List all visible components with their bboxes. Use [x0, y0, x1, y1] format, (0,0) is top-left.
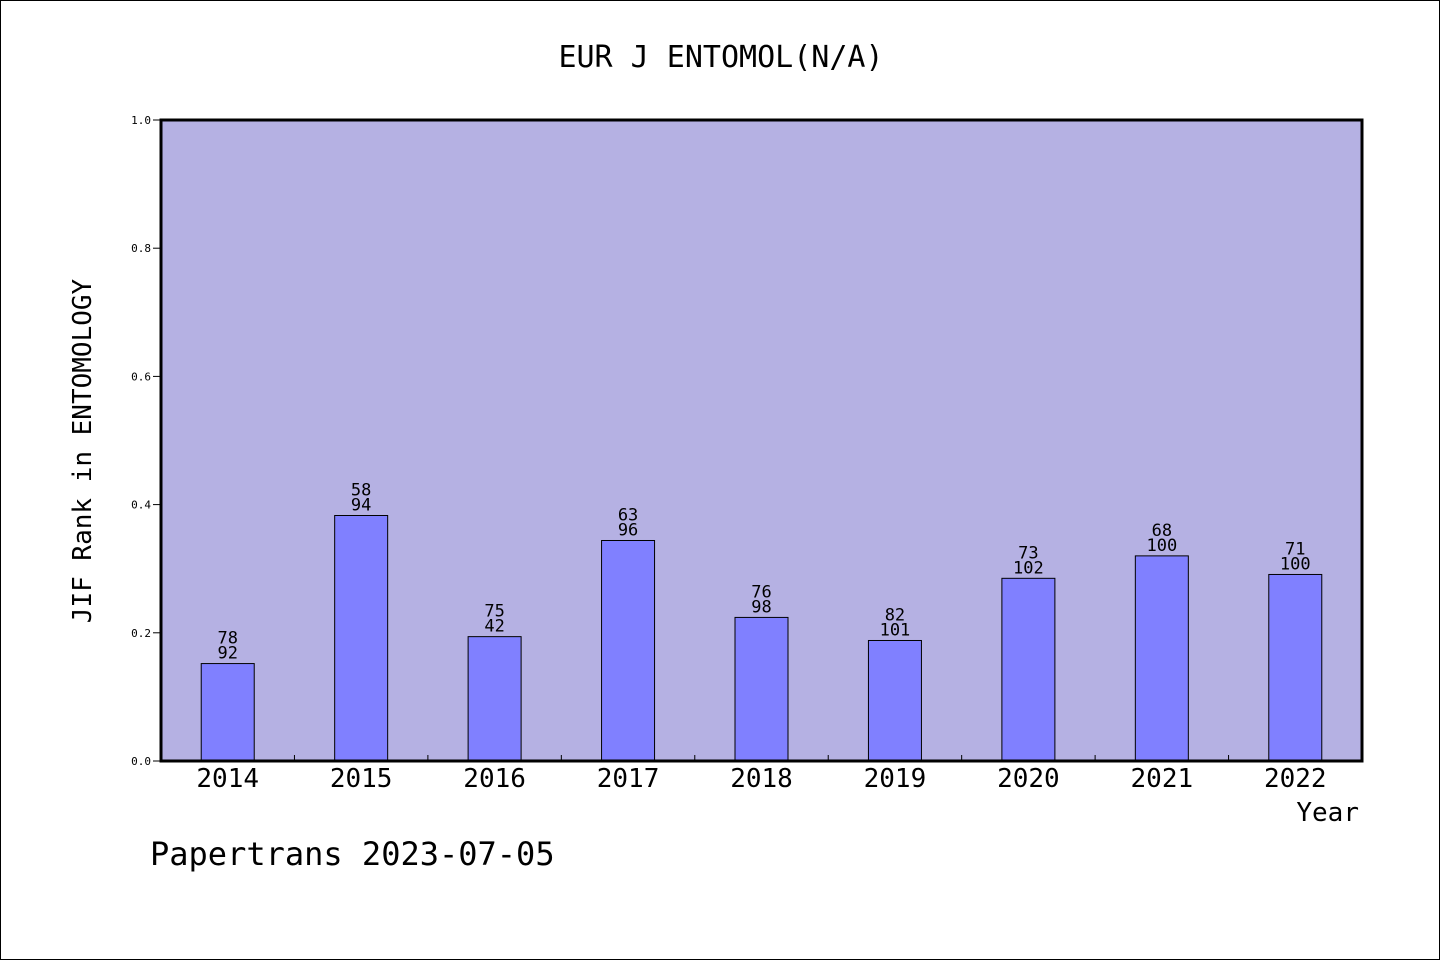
y-tick-label: 1.0 [131, 114, 151, 127]
watermark-text: Papertrans 2023-07-05 [150, 835, 555, 873]
bar-2019 [867, 639, 922, 762]
bar-2017 [601, 539, 656, 762]
y-tick-label: 0.4 [131, 499, 151, 512]
bar-2014 [200, 663, 255, 762]
x-tick-label-2019: 2019 [864, 764, 927, 794]
data-label-total-2014: 92 [217, 644, 237, 664]
y-axis-label: JIF Rank in ENTOMOLOGY [68, 278, 98, 623]
x-tick-label-2018: 2018 [730, 764, 793, 794]
data-label-total-2020: 102 [1013, 558, 1044, 578]
bar-2016 [467, 636, 522, 762]
chart-title: EUR J ENTOMOL(N/A) [558, 40, 883, 75]
data-label-total-2018: 98 [751, 597, 771, 617]
data-label-total-2021: 100 [1146, 536, 1177, 556]
bar-2021 [1134, 555, 1189, 762]
data-label-rank-2022: 71 [1285, 539, 1305, 559]
x-tick-label-2015: 2015 [330, 764, 393, 794]
data-label-total-2015: 94 [351, 495, 371, 515]
y-tick-label: 0.6 [131, 370, 151, 383]
y-tick-label: 0.2 [131, 627, 151, 640]
data-label-rank-2021: 68 [1152, 521, 1172, 541]
plot-border [159, 118, 1364, 763]
data-label-rank-2018: 76 [751, 582, 771, 602]
data-label-total-2016: 42 [484, 617, 504, 637]
data-label-rank-2020: 73 [1018, 543, 1038, 563]
data-label-total-2022: 100 [1280, 554, 1311, 574]
bars-layer [200, 514, 1323, 762]
x-tick-label-2017: 2017 [597, 764, 660, 794]
bar-2015 [334, 514, 389, 762]
y-axis: 0.0 0.2 0.4 0.6 0.8 1.0 [131, 114, 161, 768]
x-tick-label-2014: 2014 [196, 764, 259, 794]
data-label-rank-2016: 75 [484, 602, 504, 622]
x-tick-label-2022: 2022 [1264, 764, 1327, 794]
x-tick-label-2020: 2020 [997, 764, 1060, 794]
data-label-rank-2019: 82 [885, 605, 905, 625]
bar-2018 [734, 616, 789, 762]
bar-2022 [1268, 573, 1323, 762]
data-label-rank-2014: 78 [217, 629, 237, 649]
bar-2020 [1001, 577, 1056, 762]
y-tick-label: 0.0 [131, 755, 151, 768]
data-label-rank-2015: 58 [351, 480, 371, 500]
data-label-rank-2017: 63 [618, 505, 638, 525]
data-label-total-2017: 96 [618, 520, 638, 540]
x-axis-label: Year [1296, 798, 1359, 828]
x-tick-label-2021: 2021 [1131, 764, 1194, 794]
x-tick-label-2016: 2016 [463, 764, 526, 794]
x-axis: 2014 2015 2016 2017 2018 2019 2020 2021 2022 [196, 755, 1327, 794]
data-label-total-2019: 101 [880, 620, 911, 640]
y-tick-label: 0.8 [131, 242, 151, 255]
